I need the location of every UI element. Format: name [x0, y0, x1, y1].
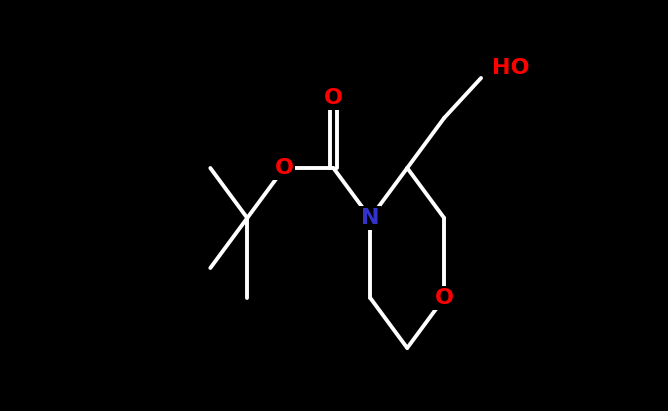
Text: N: N — [361, 208, 379, 228]
Text: O: O — [435, 288, 454, 308]
Text: HO: HO — [492, 58, 530, 78]
Text: O: O — [324, 88, 343, 108]
Text: O: O — [275, 158, 294, 178]
